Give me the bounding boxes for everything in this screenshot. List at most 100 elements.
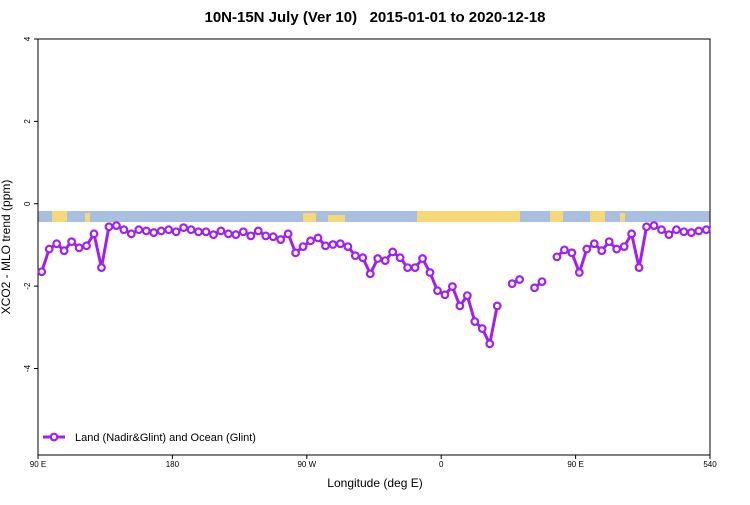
data-point (664, 230, 674, 240)
data-point (231, 230, 241, 240)
data-point (515, 275, 524, 284)
data-point (589, 239, 599, 249)
legend-label: Land (Nadir&Glint) and Ocean (Glint) (75, 432, 256, 444)
x-tick-label: 90 E (567, 460, 583, 469)
data-point (657, 225, 666, 235)
data-point (350, 251, 360, 261)
data-point (380, 256, 390, 265)
data-point (186, 225, 196, 235)
data-point (37, 267, 47, 277)
data-point (82, 241, 91, 251)
data-point (672, 225, 681, 235)
data-point (171, 227, 181, 237)
data-point (694, 226, 704, 236)
data-point (612, 244, 622, 254)
data-point (216, 226, 226, 236)
data-point (179, 223, 189, 233)
data-point (119, 225, 129, 235)
data-point (440, 290, 450, 300)
data-point (597, 246, 607, 256)
data-point (530, 283, 539, 293)
data-point (261, 231, 271, 241)
y-tick-label: 2 (23, 119, 32, 124)
data-point (560, 245, 569, 255)
data-point (537, 277, 547, 286)
data-point (238, 227, 248, 237)
data-point (291, 248, 301, 258)
data-point (59, 246, 69, 256)
x-tick-label: 90 E (30, 460, 46, 469)
data-point (567, 248, 577, 258)
data-point (582, 244, 592, 254)
data-point (425, 268, 435, 277)
data-point (283, 229, 293, 239)
data-point (201, 227, 211, 237)
data-point (507, 279, 517, 289)
data-point (574, 268, 584, 277)
data-point (343, 242, 353, 251)
data-point (604, 237, 614, 247)
data-point (470, 317, 480, 326)
data-point (492, 301, 502, 311)
y-tick-label: -4 (23, 364, 32, 372)
data-point (97, 263, 106, 272)
data-point (328, 240, 338, 249)
data-point (455, 301, 465, 311)
data-point (89, 229, 99, 239)
data-point (336, 239, 345, 249)
y-axis-label: XCO2 - MLO trend (ppm) (0, 180, 13, 315)
data-point (552, 252, 562, 262)
data-point (209, 230, 218, 240)
data-point (156, 226, 166, 236)
x-axis-label: Longitude (deg E) (327, 476, 422, 490)
x-tick-label: 180 (166, 460, 180, 469)
chart-title: 10N-15N July (Ver 10) 2015-01-01 to 2020… (204, 9, 545, 26)
data-point (373, 254, 383, 263)
data-point (313, 233, 323, 243)
data-point (410, 263, 420, 272)
data-point (649, 221, 659, 230)
x-tick-label: 540 (703, 460, 717, 469)
data-point (52, 239, 62, 249)
background-map (38, 211, 710, 222)
data-point (298, 242, 308, 251)
data-point (111, 221, 121, 230)
data-point (642, 222, 651, 232)
data-point (365, 269, 375, 279)
plot-frame (37, 38, 711, 456)
data-point (701, 225, 711, 235)
data-point (246, 231, 256, 241)
data-point (104, 222, 114, 232)
data-point (74, 243, 84, 253)
data-point (418, 254, 427, 263)
data-point (321, 241, 330, 251)
ocean-band (38, 211, 710, 222)
data-point (306, 236, 315, 246)
data-point (134, 225, 144, 235)
data-point (149, 228, 159, 237)
y-tick-label: -2 (23, 282, 32, 290)
legend-marker (49, 432, 59, 442)
data-point (164, 225, 174, 235)
data-point (276, 235, 286, 244)
data-point (448, 282, 457, 291)
data-point (485, 339, 495, 349)
data-point (194, 227, 203, 237)
data-point (403, 263, 413, 272)
data-point (253, 226, 263, 236)
data-point (141, 226, 151, 236)
data-point (433, 286, 442, 296)
data-point (627, 229, 636, 239)
data-point (477, 324, 487, 333)
data-point (126, 229, 136, 239)
data-point (44, 244, 54, 254)
data-point (223, 229, 233, 239)
data-point (358, 253, 368, 263)
y-tick-label: 4 (23, 36, 32, 41)
data-point (634, 263, 644, 272)
data-point (679, 227, 689, 237)
data-point (619, 242, 629, 251)
x-tick-label: 0 (439, 460, 444, 469)
data-point (268, 232, 278, 242)
